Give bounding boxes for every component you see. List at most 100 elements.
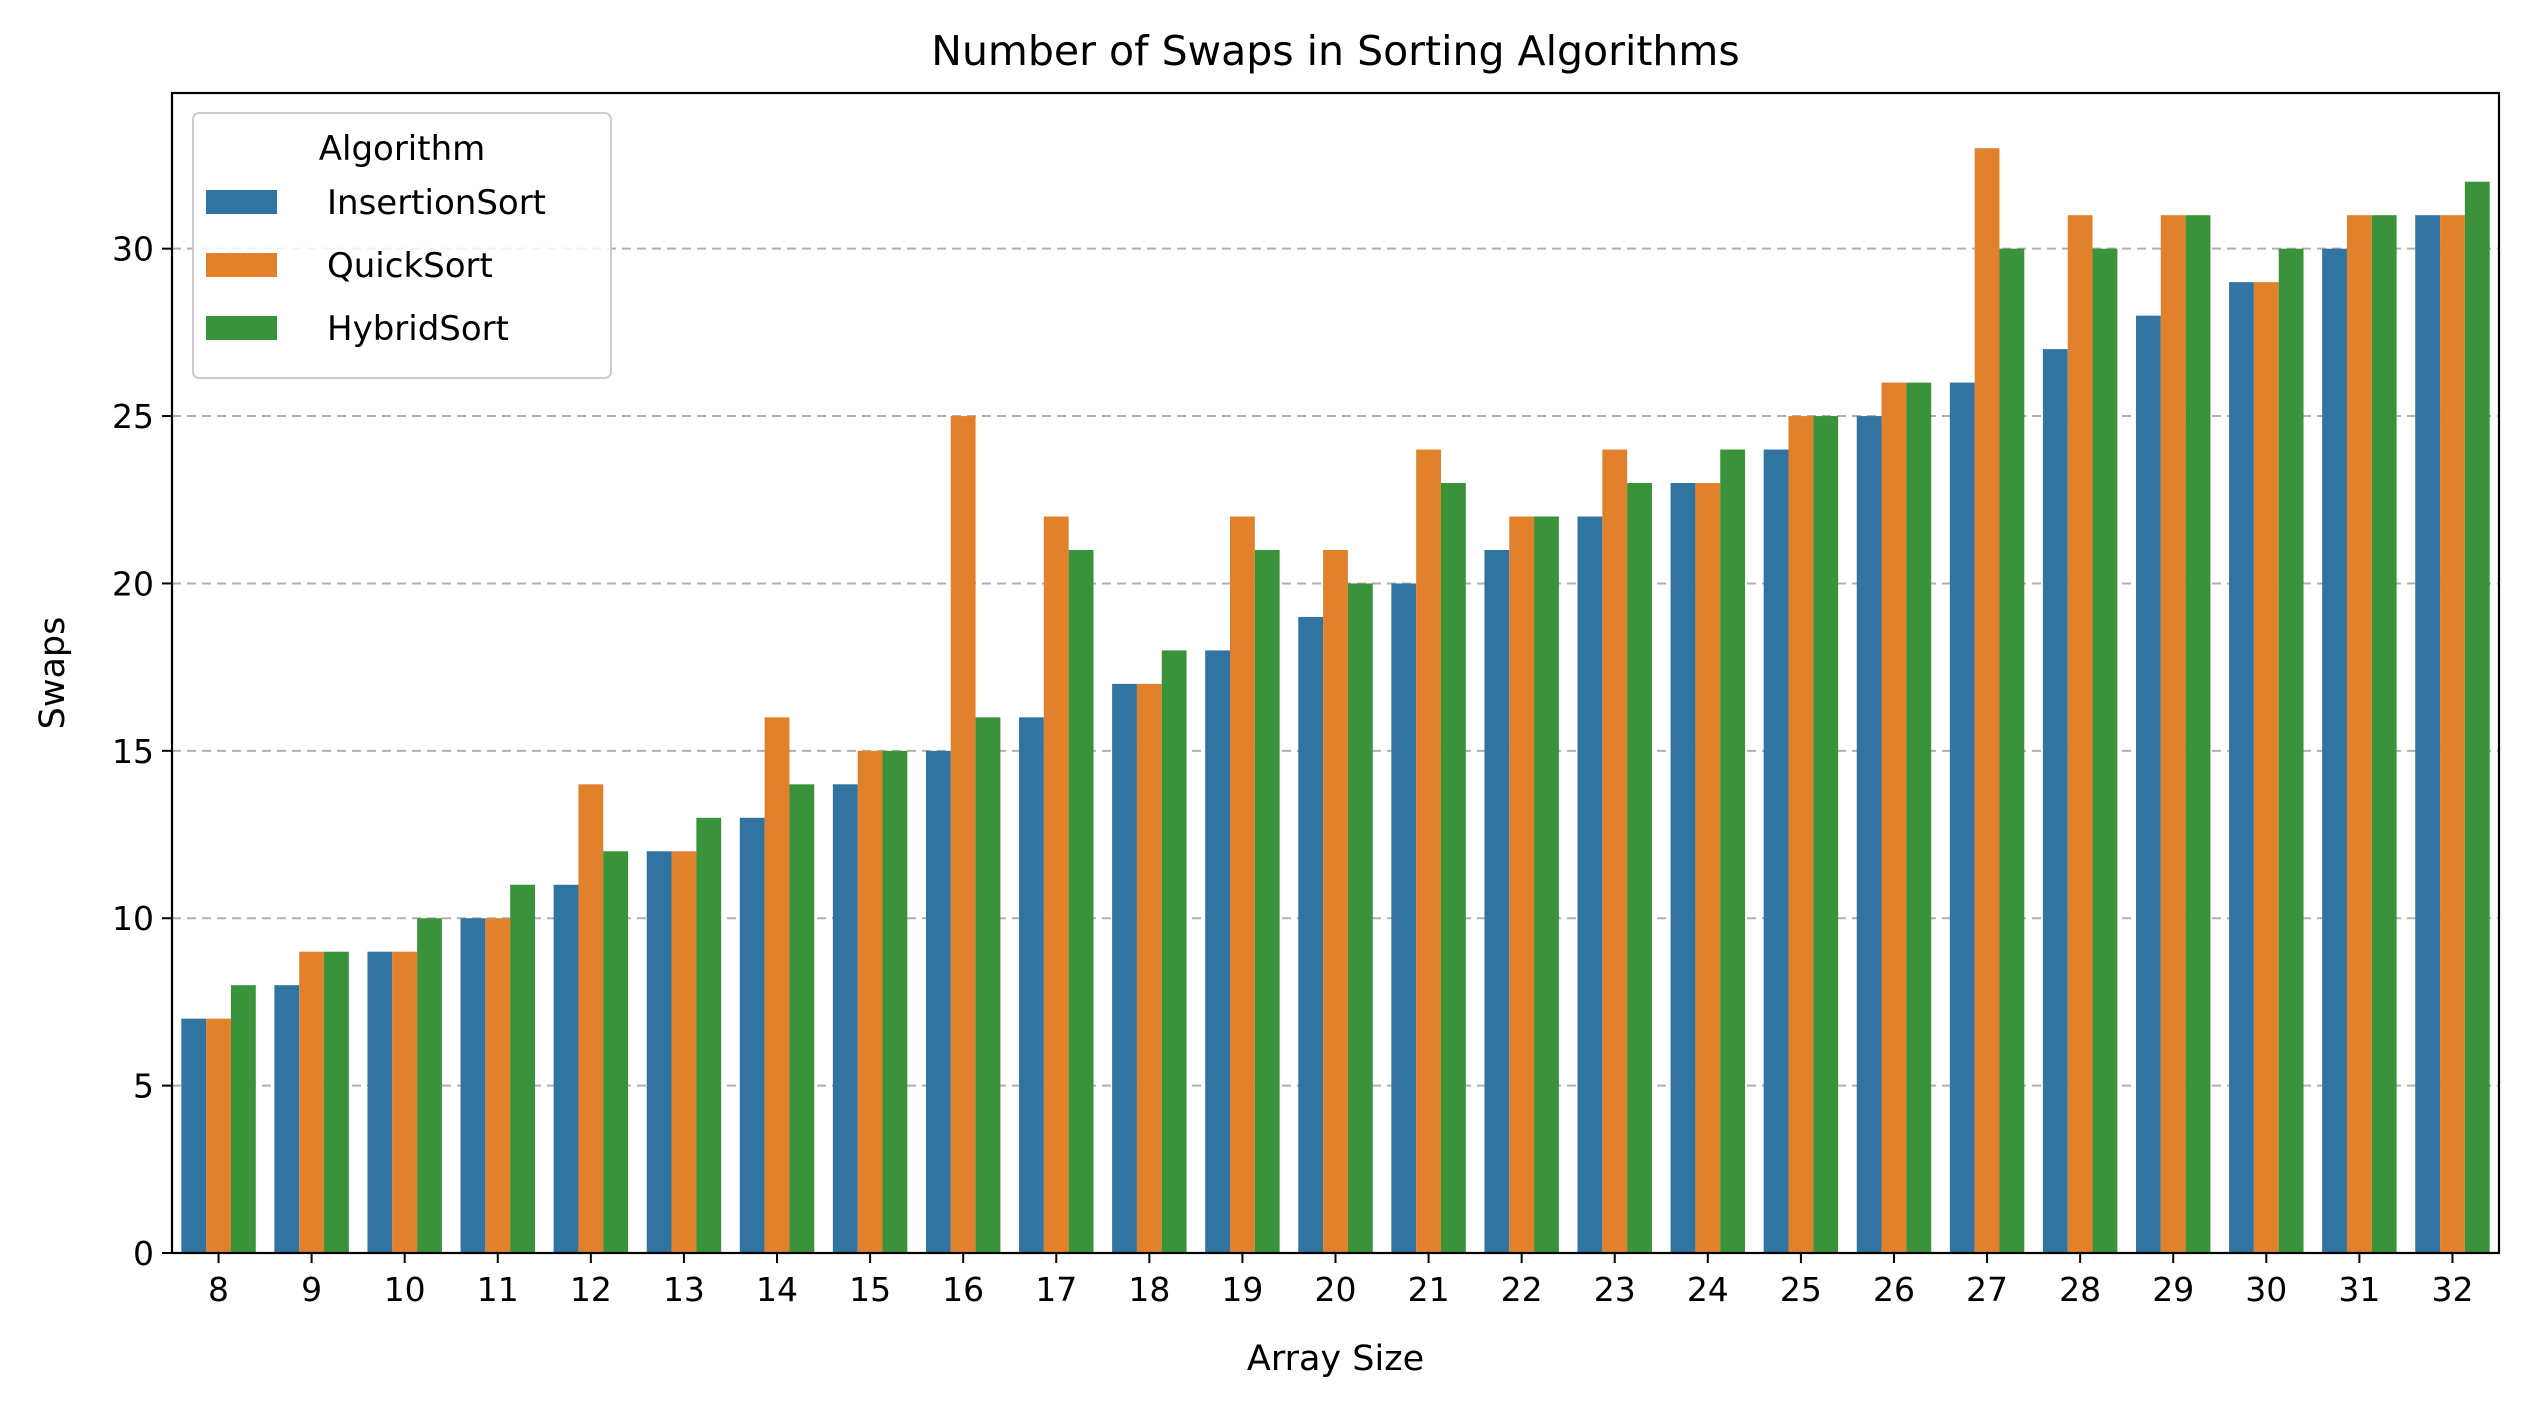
bar-hybridsort-19 xyxy=(1254,549,1280,1253)
bar-insertionsort-9 xyxy=(274,985,300,1253)
legend-swatch-quicksort xyxy=(206,253,277,277)
chart-title: Number of Swaps in Sorting Algorithms xyxy=(931,27,1739,75)
bar-insertionsort-22 xyxy=(1484,549,1510,1253)
x-tick-label: 22 xyxy=(1501,1270,1543,1309)
bar-insertionsort-32 xyxy=(2415,215,2441,1253)
bar-quicksort-28 xyxy=(2067,215,2093,1253)
bar-insertionsort-20 xyxy=(1298,616,1324,1253)
bar-quicksort-32 xyxy=(2440,215,2465,1253)
bar-hybridsort-31 xyxy=(2371,215,2397,1253)
bar-quicksort-9 xyxy=(299,951,325,1253)
y-tick-label: 15 xyxy=(112,732,154,771)
bar-hybridsort-12 xyxy=(603,851,629,1253)
y-axis-label: Swaps xyxy=(33,617,73,730)
x-tick-label: 26 xyxy=(1873,1270,1915,1309)
bar-quicksort-16 xyxy=(950,416,976,1253)
bar-hybridsort-13 xyxy=(696,817,722,1253)
bar-quicksort-20 xyxy=(1323,549,1348,1253)
x-tick-label: 30 xyxy=(2245,1270,2287,1309)
bar-hybridsort-8 xyxy=(230,985,256,1253)
bar-hybridsort-16 xyxy=(975,717,1001,1253)
bar-insertionsort-29 xyxy=(2135,315,2161,1254)
y-tick-label: 30 xyxy=(112,230,154,269)
legend-label-hybridsort: HybridSort xyxy=(327,309,509,349)
bar-insertionsort-31 xyxy=(2322,248,2347,1253)
bar-insertionsort-17 xyxy=(1019,717,1044,1253)
legend-items: InsertionSort QuickSort HybridSort xyxy=(206,183,546,349)
x-tick-label: 27 xyxy=(1966,1270,2008,1309)
y-tick-label: 25 xyxy=(112,397,154,436)
bar-quicksort-15 xyxy=(857,750,883,1253)
bar-hybridsort-26 xyxy=(1906,382,1932,1253)
bar-quicksort-8 xyxy=(206,1018,231,1253)
bar-insertionsort-13 xyxy=(646,851,672,1253)
x-tick-label: 8 xyxy=(208,1270,229,1309)
y-tick-label: 10 xyxy=(112,899,154,938)
x-tick-label: 17 xyxy=(1035,1270,1077,1309)
bar-insertionsort-12 xyxy=(553,884,579,1253)
y-axis: 0 5 10 15 20 25 30 xyxy=(112,230,172,1273)
legend-swatch-insertionsort xyxy=(206,190,277,214)
bar-hybridsort-17 xyxy=(1068,549,1094,1253)
bar-hybridsort-24 xyxy=(1720,449,1746,1253)
legend-frame xyxy=(192,112,612,379)
bar-hybridsort-20 xyxy=(1347,583,1373,1253)
x-tick-label: 32 xyxy=(2431,1270,2473,1309)
x-tick-label: 31 xyxy=(2338,1270,2380,1309)
x-tick-label: 14 xyxy=(756,1270,798,1309)
bar-quicksort-10 xyxy=(392,951,418,1253)
bar-hybridsort-18 xyxy=(1161,650,1187,1253)
bar-hybridsort-29 xyxy=(2185,215,2211,1253)
bar-insertionsort-14 xyxy=(739,817,765,1253)
bar-hybridsort-15 xyxy=(882,750,908,1253)
x-tick-label: 13 xyxy=(663,1270,705,1309)
x-tick-label: 29 xyxy=(2152,1270,2194,1309)
x-tick-label: 9 xyxy=(301,1270,322,1309)
bar-insertionsort-24 xyxy=(1670,483,1696,1254)
bar-hybridsort-11 xyxy=(510,884,536,1253)
bar-hybridsort-14 xyxy=(789,784,815,1253)
y-tick-label: 5 xyxy=(133,1067,154,1106)
bar-insertionsort-21 xyxy=(1391,583,1417,1253)
bar-hybridsort-21 xyxy=(1440,483,1466,1254)
bar-insertionsort-28 xyxy=(2042,349,2068,1253)
bar-insertionsort-18 xyxy=(1112,683,1137,1253)
bar-hybridsort-25 xyxy=(1813,416,1839,1253)
legend: Algorithm InsertionSort QuickSort HybridSo… xyxy=(192,112,612,379)
legend-label-insertionsort: InsertionSort xyxy=(327,183,546,223)
x-tick-label: 20 xyxy=(1315,1270,1357,1309)
bar-insertionsort-16 xyxy=(925,750,951,1253)
bar-insertionsort-30 xyxy=(2229,282,2254,1253)
bar-quicksort-29 xyxy=(2160,215,2186,1253)
bar-quicksort-27 xyxy=(1974,148,2000,1254)
bar-quicksort-21 xyxy=(1416,449,1441,1253)
bar-hybridsort-9 xyxy=(324,951,349,1253)
y-tick-label: 20 xyxy=(112,564,154,603)
bar-insertionsort-27 xyxy=(1949,382,1975,1253)
bar-quicksort-22 xyxy=(1509,516,1535,1253)
y-tick-label: 0 xyxy=(133,1234,154,1273)
x-tick-label: 15 xyxy=(849,1270,891,1309)
x-tick-label: 28 xyxy=(2059,1270,2101,1309)
bar-insertionsort-25 xyxy=(1763,449,1789,1253)
x-tick-label: 11 xyxy=(477,1270,519,1309)
bar-quicksort-26 xyxy=(1881,382,1907,1253)
x-tick-label: 10 xyxy=(384,1270,426,1309)
x-tick-label: 19 xyxy=(1221,1270,1263,1309)
bar-insertionsort-11 xyxy=(460,918,486,1253)
bar-quicksort-23 xyxy=(1602,449,1628,1253)
bar-hybridsort-32 xyxy=(2464,181,2490,1254)
bar-quicksort-30 xyxy=(2253,282,2279,1253)
bar-quicksort-18 xyxy=(1136,683,1162,1253)
x-tick-label: 24 xyxy=(1687,1270,1729,1309)
bar-hybridsort-28 xyxy=(2092,248,2118,1253)
bar-insertionsort-26 xyxy=(1856,416,1882,1253)
legend-swatch-hybridsort xyxy=(206,316,277,340)
bar-hybridsort-22 xyxy=(1534,516,1559,1253)
bar-quicksort-11 xyxy=(485,918,511,1253)
x-tick-label: 18 xyxy=(1128,1270,1170,1309)
bar-quicksort-19 xyxy=(1230,516,1255,1253)
bar-hybridsort-10 xyxy=(417,918,442,1253)
x-tick-label: 21 xyxy=(1408,1270,1450,1309)
